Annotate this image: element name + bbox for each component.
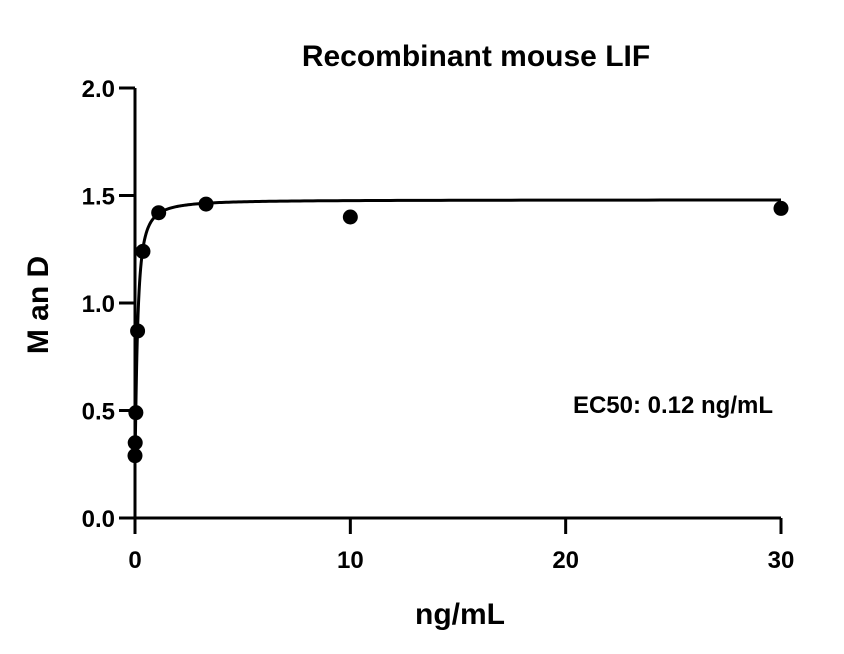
ec50-annotation: EC50: 0.12 ng/mL <box>573 392 773 419</box>
data-point <box>342 209 358 225</box>
data-point <box>130 323 146 339</box>
data-point <box>773 200 789 216</box>
ticks-layer: 0.0 0.5 1.0 1.5 2.0 0 10 20 30 <box>82 76 795 574</box>
fit-curve <box>133 198 781 458</box>
x-tick-label: 0 <box>128 547 141 574</box>
data-point <box>198 196 214 212</box>
data-point <box>128 405 144 421</box>
y-tick-label: 1.0 <box>82 291 115 318</box>
axes-layer <box>133 88 781 520</box>
x-axis-label: ng/mL <box>415 598 505 631</box>
curve-layer <box>133 198 781 458</box>
x-tick-label: 10 <box>337 547 364 574</box>
y-tick-label: 2.0 <box>82 76 115 103</box>
y-tick-label: 0.0 <box>82 506 115 533</box>
data-point <box>151 205 167 221</box>
y-tick-label: 0.5 <box>82 399 115 426</box>
y-axis-label: M an D <box>22 256 55 354</box>
x-tick-label: 20 <box>552 547 579 574</box>
y-tick-label: 1.5 <box>82 184 115 211</box>
data-point <box>135 243 151 259</box>
data-point <box>127 435 143 451</box>
data-point <box>127 448 143 464</box>
chart-title: Recombinant mouse LIF <box>302 40 650 73</box>
x-tick-label: 30 <box>768 547 795 574</box>
points-layer <box>127 196 789 464</box>
